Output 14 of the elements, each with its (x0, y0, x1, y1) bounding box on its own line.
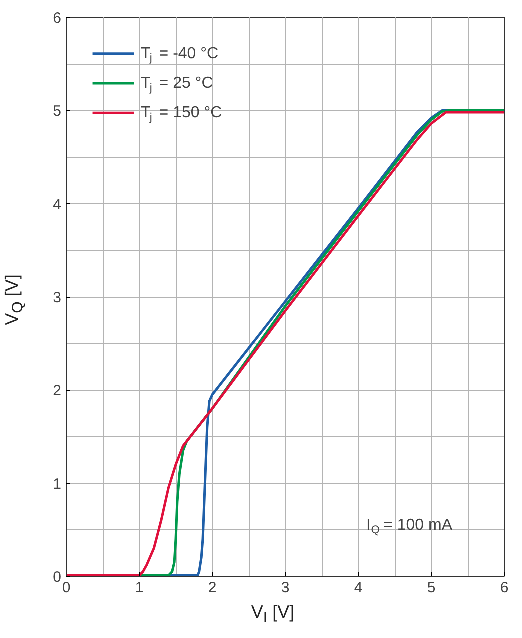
y-tick-label: 5 (53, 103, 62, 120)
x-tick-label: 4 (354, 580, 363, 596)
x-tick-label: 1 (135, 580, 144, 596)
x-tick-label: 5 (427, 580, 436, 596)
x-tick-label: 3 (281, 580, 290, 596)
x-axis-title: V$_{I}$ [V] (251, 601, 295, 629)
y-tick-label: 1 (53, 476, 62, 493)
y-tick-label: 2 (53, 382, 62, 400)
y-tick-label: 3 (53, 290, 62, 306)
y-tick-label: 0 (53, 569, 62, 586)
x-tick-label: 2 (208, 580, 217, 596)
y-tick-label: 4 (53, 196, 62, 214)
y-tick-label: 6 (53, 10, 62, 27)
x-tick-label: 6 (500, 580, 509, 596)
